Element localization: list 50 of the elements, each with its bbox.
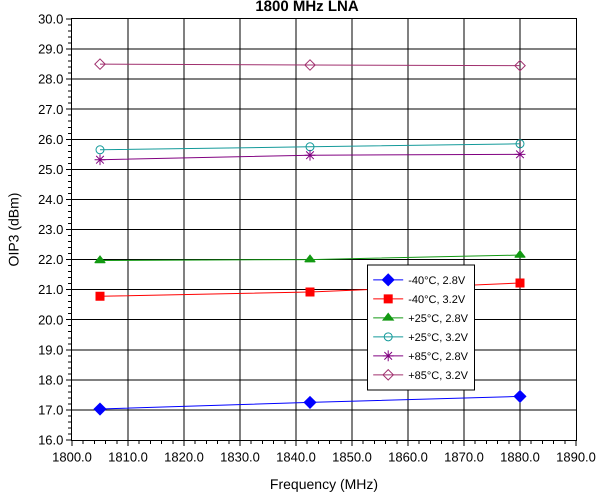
y-tick-label: 21.0 [38, 282, 64, 298]
point [516, 278, 524, 288]
point [306, 288, 314, 297]
y-tick-label: 24.0 [38, 192, 64, 207]
x-tick-label: 1840.0 [276, 450, 316, 465]
x-tick-label: 1820.0 [164, 450, 204, 465]
point [96, 292, 104, 301]
point [514, 390, 526, 403]
legend-label: +25°C, 2.8V [408, 313, 469, 326]
point [304, 59, 316, 71]
point [304, 149, 316, 162]
legend-label: -40°C, 2.8V [408, 275, 466, 288]
point [94, 255, 106, 264]
y-tick-label: 27.0 [38, 102, 64, 117]
point [94, 402, 106, 416]
point [94, 154, 106, 166]
y-tick-label: 20.0 [38, 312, 64, 328]
y-tick-label: 25.0 [38, 162, 64, 177]
y-tick-label: 28.0 [38, 72, 64, 87]
point [514, 60, 526, 72]
legend-label: +85°C, 2.8V [408, 351, 469, 364]
point [514, 148, 526, 160]
y-tick-label: 16.0 [38, 432, 64, 448]
legend-label: +85°C, 3.2V [408, 370, 469, 382]
x-tick-label: 1850.0 [332, 450, 372, 465]
x-axis-title: Frequency (MHz) [270, 476, 378, 492]
point [304, 396, 316, 409]
x-tick-label: 1860.0 [388, 450, 428, 465]
chart-title: 1800 MHz LNA [255, 0, 359, 15]
y-tick-label: 30.0 [38, 12, 64, 27]
legend-label: +25°C, 3.2V [408, 332, 469, 344]
y-tick-label: 29.0 [38, 42, 64, 57]
y-axis-title: OIP3 (dBm) [6, 192, 22, 266]
x-tick-label: 1800.0 [52, 450, 92, 465]
x-tick-label: 1830.0 [220, 450, 260, 465]
x-tick-label: 1870.0 [444, 450, 484, 465]
x-tick-label: 1810.0 [108, 450, 148, 465]
point [516, 139, 524, 148]
point [94, 58, 106, 70]
y-tick-label: 17.0 [38, 402, 64, 418]
legend-label: -40°C, 3.2V [408, 294, 466, 306]
y-tick-label: 23.0 [38, 222, 64, 238]
point [96, 145, 104, 154]
x-tick-label: 1880.0 [500, 450, 540, 465]
y-tick-label: 22.0 [38, 252, 64, 268]
x-tick-label: 1890.0 [556, 450, 596, 465]
y-tick-label: 26.0 [38, 132, 64, 147]
point [306, 142, 314, 152]
y-tick-label: 19.0 [38, 342, 64, 358]
y-tick-label: 18.0 [38, 372, 64, 388]
